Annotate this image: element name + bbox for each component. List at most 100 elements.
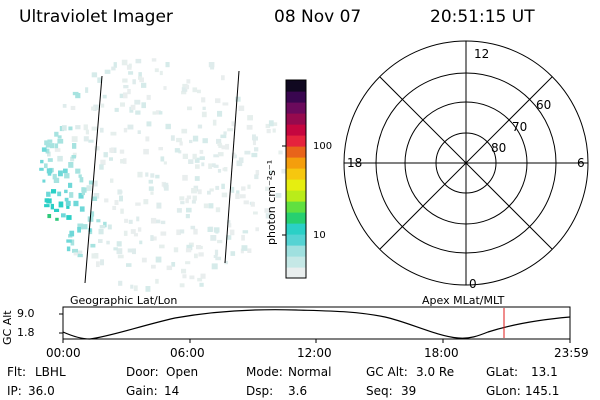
aurora-pixel <box>231 152 236 159</box>
aurora-pixel <box>100 103 105 108</box>
aurora-pixel <box>134 99 141 105</box>
aurora-pixel <box>170 135 175 141</box>
aurora-pixel <box>187 106 192 111</box>
colorbar-cell <box>286 135 306 147</box>
aurora-pixel <box>138 72 142 78</box>
colorbar-cell <box>286 168 306 180</box>
aurora-pixel <box>152 111 156 115</box>
aurora-pixel <box>63 168 68 174</box>
aurora-pixel <box>128 219 133 224</box>
aurora-pixel <box>186 244 193 251</box>
aurora-pixel <box>198 252 204 257</box>
aurora-pixel <box>57 138 64 144</box>
aurora-pixel <box>196 245 202 250</box>
aurora-pixel <box>61 125 67 131</box>
aurora-pixel <box>79 177 84 183</box>
aurora-pixel <box>182 153 188 159</box>
aurora-pixel <box>254 147 259 152</box>
aurora-pixel <box>130 229 136 234</box>
aurora-pixel <box>271 122 278 126</box>
mlt-label-18: 18 <box>347 156 363 170</box>
aurora-pixel <box>207 190 211 195</box>
aurora-pixel <box>221 145 227 150</box>
aurora-pixel <box>133 285 138 292</box>
aurora-pixel <box>85 87 89 93</box>
mlt-label-12: 12 <box>474 47 490 61</box>
aurora-pixel <box>66 239 72 243</box>
aurora-pixel <box>130 284 134 289</box>
colorbar-cell <box>286 146 306 158</box>
aurora-pixel <box>265 186 269 191</box>
time-label: 20:51:15 UT <box>430 7 535 27</box>
aurora-pixel <box>241 186 246 191</box>
glat-value: 13.1 <box>531 365 558 379</box>
aurora-pixel <box>278 150 283 155</box>
aurora-pixel <box>216 138 222 144</box>
aurora-pixel <box>68 162 74 168</box>
aurora-pixel <box>150 235 154 241</box>
aurora-pixel <box>197 124 203 129</box>
aurora-pixel <box>197 189 202 195</box>
aurora-pixel <box>150 191 154 195</box>
time-tick-0600: 06:00 <box>170 346 205 360</box>
aurora-pixel <box>155 256 162 263</box>
aurora-pixel <box>148 186 154 191</box>
mode-value: Normal <box>288 365 332 379</box>
aurora-pixel <box>185 248 192 253</box>
aurora-pixel <box>268 170 272 174</box>
aurora-pixel <box>236 190 240 194</box>
aurora-pixel <box>61 213 66 218</box>
aurora-pixel <box>231 186 235 193</box>
aurora-pixel <box>127 248 134 253</box>
mlt-label-6: 6 <box>577 156 585 170</box>
aurora-pixel <box>186 207 192 213</box>
aurora-pixel <box>103 221 107 228</box>
colorbar-cell <box>286 124 306 136</box>
aurora-pixel <box>208 203 214 209</box>
aurora-pixel <box>192 195 197 201</box>
aurora-pixel <box>54 131 59 137</box>
aurora-pixel <box>93 193 100 199</box>
instrument-title: Ultraviolet Imager <box>19 7 173 27</box>
aurora-pixel <box>201 111 207 118</box>
aurora-pixel <box>224 260 228 265</box>
aurora-pixel <box>281 168 287 174</box>
aurora-pixel <box>215 185 220 190</box>
aurora-pixel <box>227 220 231 224</box>
aurora-pixel <box>47 171 52 176</box>
aurora-pixel <box>186 79 191 84</box>
aurora-pixel <box>103 152 108 158</box>
aurora-pixel <box>182 274 187 279</box>
aurora-pixel <box>145 136 150 142</box>
aurora-pixel <box>114 200 119 205</box>
gain-value: 14 <box>164 384 180 398</box>
aurora-pixel <box>79 206 85 212</box>
aurora-pixel <box>123 158 127 164</box>
aurora-pixel <box>73 252 78 256</box>
aurora-pixel <box>123 230 128 236</box>
aurora-pixel <box>155 110 161 115</box>
aurora-pixel <box>176 208 182 213</box>
aurora-pixel <box>246 124 253 130</box>
aurora-pixel <box>88 180 94 185</box>
aurora-pixel <box>141 102 146 109</box>
colorbar-cell <box>286 256 306 268</box>
aurora-pixel <box>135 202 141 206</box>
aurora-pixel <box>250 201 255 207</box>
dsp-value: 3.6 <box>288 384 308 398</box>
aurora-pixel <box>213 164 219 168</box>
aurora-pixel <box>94 180 98 187</box>
aurora-pixel <box>135 58 142 64</box>
aurora-pixel <box>148 179 153 184</box>
aurora-pixel <box>96 219 101 223</box>
aurora-pixel <box>141 257 147 263</box>
aurora-pixel <box>254 174 259 180</box>
aurora-pixel <box>72 248 78 253</box>
aurora-pixel <box>208 163 213 169</box>
colorbar-cell <box>286 113 306 125</box>
aurora-pixel <box>190 225 196 230</box>
aurora-pixel <box>91 126 97 131</box>
colorbar-cell <box>286 267 306 279</box>
aurora-pixel <box>213 227 220 233</box>
